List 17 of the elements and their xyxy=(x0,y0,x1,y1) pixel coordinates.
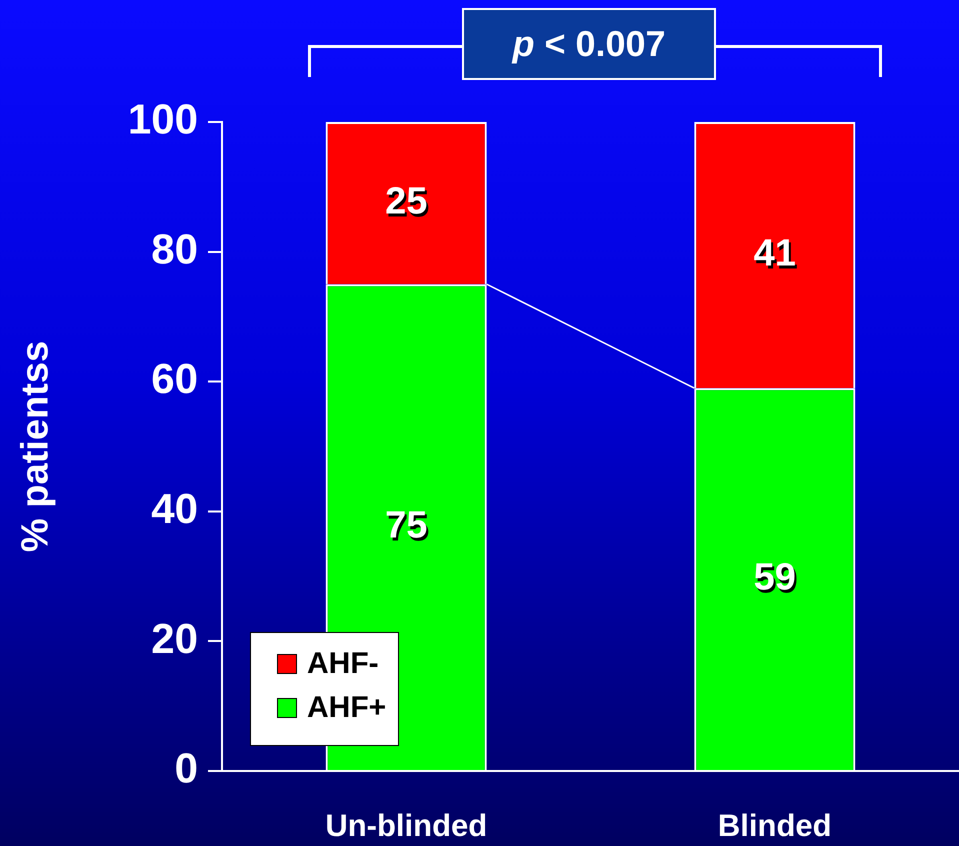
y-tick-label: 60 xyxy=(151,355,198,402)
data-label: 25 xyxy=(385,180,428,223)
series-label: AHF+ xyxy=(307,691,386,725)
y-axis-title: % patientss xyxy=(14,340,56,552)
data-label: 59 xyxy=(754,556,796,599)
data-label: 75 xyxy=(385,504,428,547)
y-tick-label: 100 xyxy=(128,96,198,143)
x-tick-label: Un-blinded xyxy=(325,808,488,844)
legend: AHF- AHF+ xyxy=(250,632,400,746)
x-tick-label: Blinded xyxy=(718,808,832,844)
text: p < 0.007 xyxy=(462,8,716,80)
y-tick-label: 80 xyxy=(151,225,198,272)
legend-label: AHF- xyxy=(307,647,379,681)
y-tick-label: 20 xyxy=(151,614,198,662)
y-tick-label: 0 xyxy=(174,744,198,792)
data-label: 41 xyxy=(754,232,796,275)
y-tick-label: 40 xyxy=(151,484,198,532)
